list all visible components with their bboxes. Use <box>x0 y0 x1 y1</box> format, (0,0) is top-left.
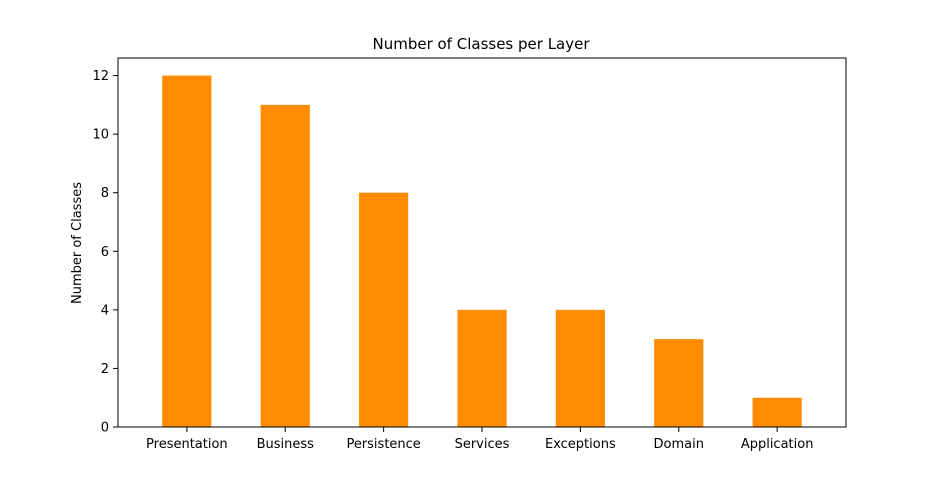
bar-presentation <box>162 75 212 428</box>
y-tick-label: 12 <box>92 69 109 84</box>
y-tick-label: 0 <box>101 421 109 436</box>
y-tick-label: 8 <box>101 186 109 201</box>
x-tick-label: Domain <box>654 437 704 452</box>
x-tick-label: Application <box>741 437 814 452</box>
y-axis-label: Number of Classes <box>70 182 85 304</box>
bar-exceptions <box>555 309 605 427</box>
x-tick-label: Persistence <box>346 437 420 452</box>
bars-layer <box>162 75 802 428</box>
x-tick-label: Services <box>455 437 510 452</box>
y-tick-label: 6 <box>101 245 109 260</box>
bar-services <box>457 309 507 427</box>
y-tick-label: 4 <box>101 303 109 318</box>
y-tick-label: 2 <box>101 362 109 377</box>
bar-business <box>260 104 310 427</box>
x-tick-label: Presentation <box>146 437 228 452</box>
bar-persistence <box>359 192 409 427</box>
bar-application <box>752 397 802 427</box>
x-tick-label: Business <box>257 437 315 452</box>
y-tick-label: 10 <box>92 128 109 143</box>
axes-layer: 0 2 4 6 8 10 12 Presentation Business Persistence… <box>92 57 847 452</box>
chart-title: Number of Classes per Layer <box>372 35 590 53</box>
x-tick-label: Exceptions <box>545 437 616 452</box>
bar-domain <box>654 339 704 427</box>
